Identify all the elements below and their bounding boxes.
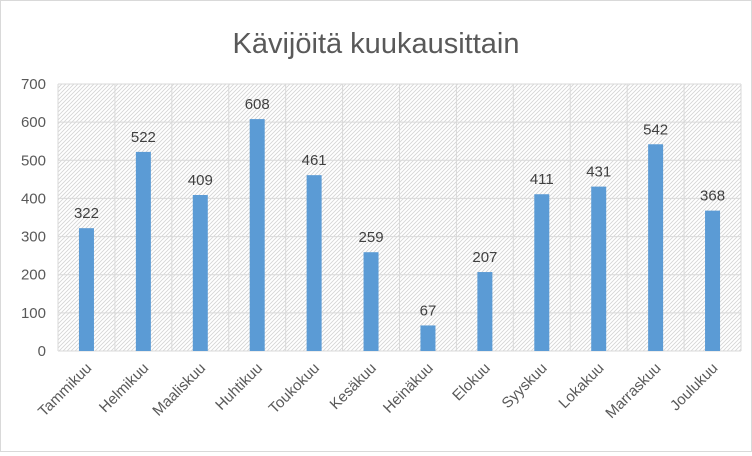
bar-heinäkuu (420, 325, 436, 351)
x-tick-label: Joulukuu (667, 360, 721, 414)
data-label: 67 (420, 302, 437, 319)
x-tick-label: Toukokuu (266, 360, 323, 417)
chart-title: Kävijöitä kuukausittain (233, 28, 520, 60)
x-tick-label: Tammikuu (35, 360, 95, 420)
x-tick-label: Huhtikuu (212, 360, 266, 414)
bar-tammikuu (78, 228, 94, 351)
y-tick-label: 0 (38, 343, 46, 360)
data-label: 411 (530, 171, 554, 188)
y-tick-label: 400 (21, 190, 46, 207)
x-tick-label: Syyskuu (499, 360, 551, 412)
x-tick-label: Elokuu (449, 360, 493, 404)
x-tick-label: Marraskuu (602, 360, 664, 422)
data-label: 409 (188, 172, 213, 189)
y-axis: 0 100 200 300 400 500 600 700 (21, 76, 46, 360)
data-label: 259 (359, 229, 384, 246)
x-tick-label: Maaliskuu (149, 360, 209, 420)
y-tick-label: 200 (21, 267, 46, 284)
bar-joulukuu (705, 210, 721, 351)
bar-maaliskuu (192, 194, 208, 351)
data-label: 522 (131, 129, 156, 146)
bar-elokuu (477, 272, 493, 351)
x-tick-label: Lokakuu (555, 360, 607, 412)
bar-toukokuu (306, 175, 322, 351)
data-label: 542 (643, 121, 668, 138)
bar-kesäkuu (363, 252, 379, 351)
y-tick-label: 500 (21, 152, 46, 169)
y-tick-label: 600 (21, 114, 46, 131)
x-tick-label: Helmikuu (96, 360, 152, 416)
bar-helmikuu (135, 151, 151, 351)
data-label: 368 (700, 188, 725, 205)
y-tick-label: 300 (21, 229, 46, 246)
data-label: 461 (302, 152, 327, 169)
x-tick-label: Kesäkuu (327, 360, 380, 413)
data-label: 207 (472, 249, 497, 266)
data-label: 322 (74, 205, 99, 222)
gridlines (57, 83, 742, 352)
y-tick-label: 700 (21, 76, 46, 93)
data-label: 608 (245, 96, 270, 113)
bar-series (78, 119, 721, 351)
x-tick-label: Heinäkuu (380, 360, 437, 417)
bar-marraskuu (648, 144, 664, 351)
data-label: 431 (586, 164, 611, 181)
bar-lokakuu (591, 186, 607, 351)
y-tick-label: 100 (21, 305, 46, 322)
bar-huhtikuu (249, 119, 265, 351)
data-labels: 322 522 409 608 461 259 67 207 411 431 542 368 (74, 96, 725, 319)
bar-syyskuu (534, 194, 550, 351)
